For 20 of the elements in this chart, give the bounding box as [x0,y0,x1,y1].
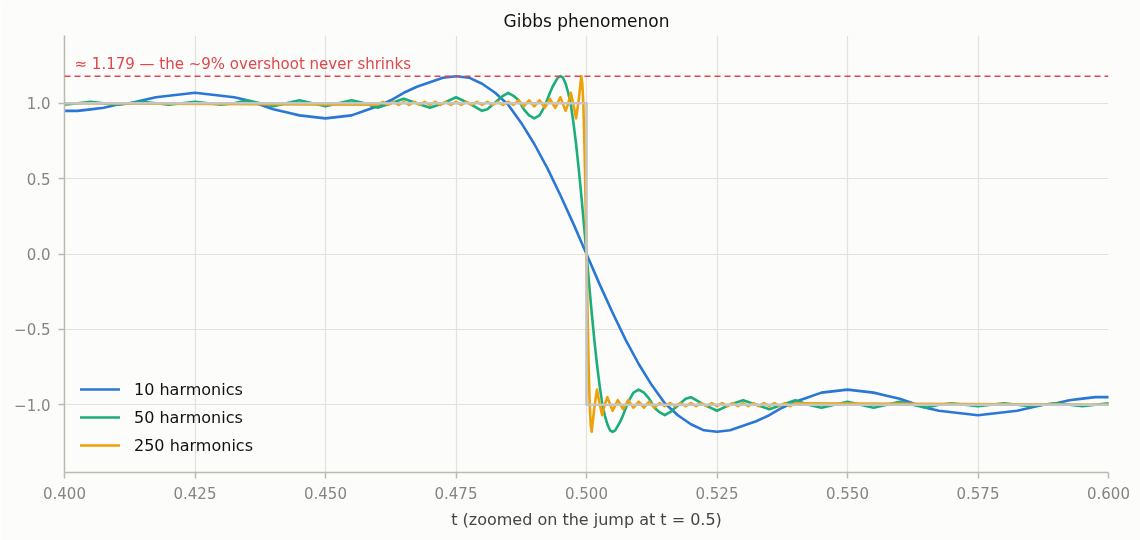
x-tick-label: 0.450 [304,484,347,503]
x-tick-label: 0.600 [1087,484,1130,503]
x-tick-label: 0.575 [956,484,1000,503]
y-tick-label: 1.0 [26,95,51,114]
y-tick-label: 0.5 [26,170,51,189]
chart-title: Gibbs phenomenon [503,10,670,31]
legend-label: 250 harmonics [134,435,253,455]
x-tick-label: 0.475 [434,484,478,503]
x-axis-title: t (zoomed on the jump at t = 0.5) [451,509,722,529]
y-tick-label: 0.0 [26,246,51,264]
legend-label: 10 harmonics [134,379,243,399]
legend-label: 50 harmonics [134,407,243,427]
y-tick-label: −0.5 [14,321,51,340]
x-tick-label: 0.400 [43,484,86,503]
x-tick-label: 0.525 [695,484,739,503]
x-tick-label: 0.425 [173,484,217,503]
ref-line-label: ≈ 1.179 — the ~9% overshoot never shrinks [74,55,412,74]
x-tick-label: 0.500 [565,484,608,503]
x-tick-label: 0.550 [826,484,869,503]
y-tick-label: −1.0 [14,396,51,415]
